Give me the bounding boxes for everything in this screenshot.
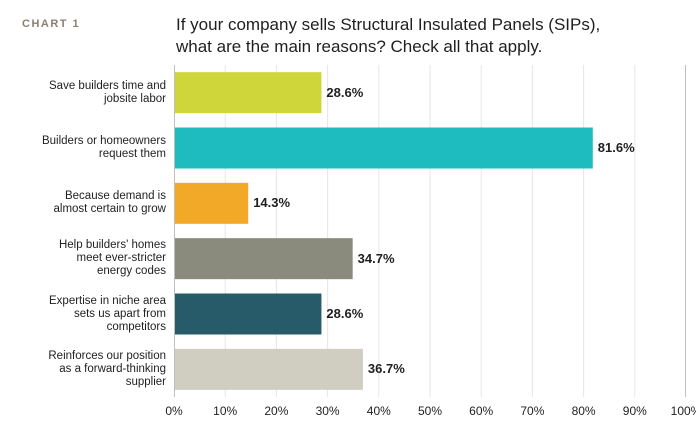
category-label-line: as a forward-thinking bbox=[59, 362, 166, 375]
x-tick-label: 20% bbox=[264, 404, 289, 418]
bar bbox=[175, 348, 363, 390]
x-tick-label: 50% bbox=[417, 404, 443, 418]
category-label-line: Builders or homeowners bbox=[41, 135, 166, 147]
category-label-line: competitors bbox=[106, 320, 166, 333]
chart-title-line-2: what are the main reasons? Check all tha… bbox=[176, 37, 543, 56]
x-tick-label: 30% bbox=[315, 404, 340, 418]
x-tick-label: 60% bbox=[469, 404, 494, 418]
bar bbox=[175, 182, 249, 224]
bar bbox=[175, 238, 353, 280]
bar-value-label: 28.6% bbox=[326, 84, 364, 100]
chart-label: CHART 1 bbox=[22, 18, 81, 30]
category-label-line: almost certain to grow bbox=[53, 203, 167, 216]
category-label: Because demand is almost certain to grow bbox=[14, 190, 167, 216]
category-label-line: request them bbox=[98, 148, 166, 160]
bar bbox=[175, 127, 593, 169]
category-label-line: Expertise in niche area bbox=[49, 294, 166, 307]
x-tick-label: 70% bbox=[520, 404, 545, 418]
category-label: Save builders time and jobsite labor bbox=[14, 80, 166, 106]
x-tick-label: 40% bbox=[366, 404, 391, 418]
bar bbox=[175, 72, 322, 114]
bar bbox=[175, 293, 322, 335]
plot-area bbox=[174, 65, 686, 397]
category-label-line: Because demand is bbox=[64, 190, 166, 203]
x-tick-label: 10% bbox=[213, 404, 238, 418]
category-label: Expertise in niche area sets us apart fro… bbox=[14, 295, 166, 334]
category-label-line: supplier bbox=[125, 375, 166, 388]
x-tick-label: 0% bbox=[165, 404, 183, 418]
chart-title: If your company sells Structural Insulat… bbox=[176, 14, 676, 58]
bar-value-label: 81.6% bbox=[597, 140, 635, 155]
category-label-line: energy codes bbox=[96, 265, 166, 278]
chart-title-line-1: If your company sells Structural Insulat… bbox=[176, 15, 601, 34]
x-tick-label: 100% bbox=[670, 404, 696, 418]
bar-value-label: 36.7% bbox=[367, 361, 405, 377]
bar-value-label: 28.6% bbox=[326, 306, 364, 321]
x-tick-label: 80% bbox=[571, 404, 596, 418]
category-label-line: Help builders' homes bbox=[58, 239, 166, 252]
category-label: Builders or homeowners request them bbox=[14, 135, 166, 161]
category-label-line: meet ever-stricter bbox=[76, 252, 166, 265]
bar-value-label: 14.3% bbox=[253, 195, 291, 211]
category-label-line: sets us apart from bbox=[73, 307, 166, 320]
category-label: Reinforces our position as a forward-thin… bbox=[14, 350, 166, 389]
category-label-line: Save builders time and bbox=[49, 79, 166, 92]
category-label: Help builders' homes meet ever-stricter en… bbox=[14, 239, 166, 278]
x-tick-label: 90% bbox=[622, 404, 647, 418]
category-label-line: jobsite labor bbox=[103, 92, 166, 105]
bar-value-label: 34.7% bbox=[357, 250, 395, 266]
category-label-line: Reinforces our position bbox=[48, 349, 166, 362]
